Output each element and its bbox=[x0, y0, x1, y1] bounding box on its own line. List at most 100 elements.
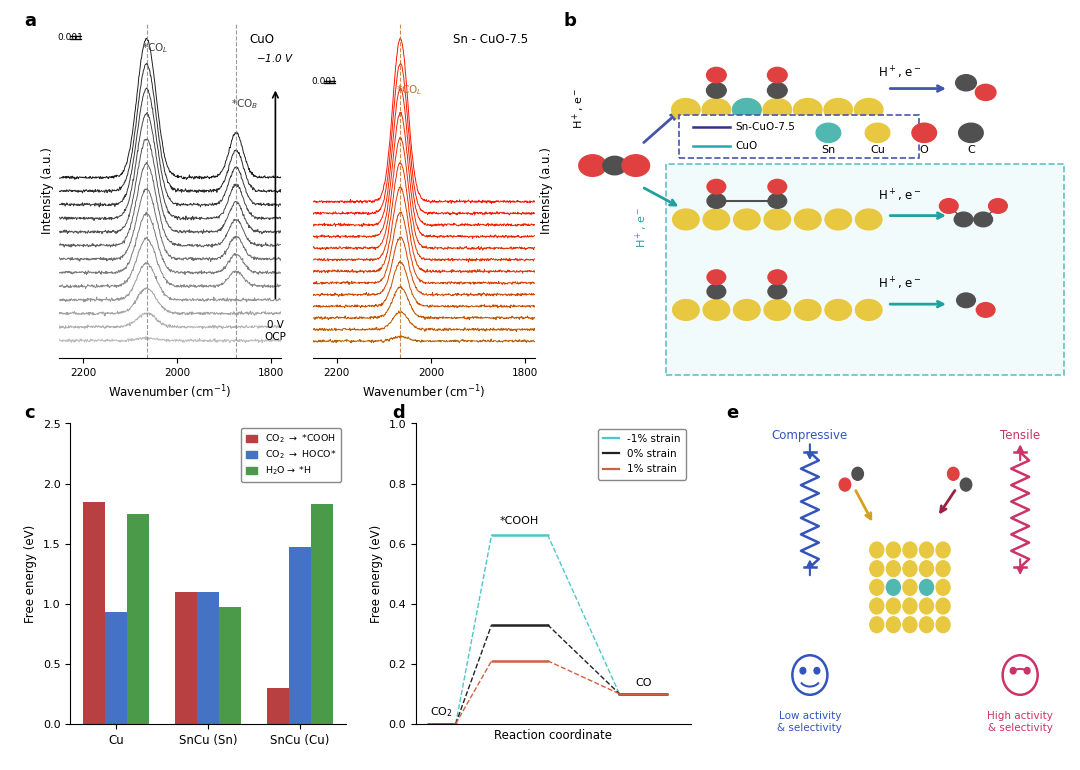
Text: CuO: CuO bbox=[249, 33, 274, 46]
Circle shape bbox=[673, 209, 699, 229]
Y-axis label: Intensity (a.u.): Intensity (a.u.) bbox=[540, 147, 553, 234]
Circle shape bbox=[919, 598, 933, 614]
Circle shape bbox=[603, 156, 626, 175]
Circle shape bbox=[940, 199, 958, 213]
Text: High activity
& selectivity: High activity & selectivity bbox=[987, 711, 1053, 732]
Text: e: e bbox=[726, 404, 738, 422]
Circle shape bbox=[702, 99, 731, 121]
Circle shape bbox=[903, 598, 917, 614]
Circle shape bbox=[869, 617, 883, 633]
Circle shape bbox=[869, 542, 883, 558]
Circle shape bbox=[869, 598, 883, 614]
Y-axis label: Intensity (a.u.): Intensity (a.u.) bbox=[41, 147, 54, 234]
Circle shape bbox=[887, 580, 901, 595]
Bar bbox=[83, 501, 105, 724]
Bar bbox=[267, 688, 289, 724]
Circle shape bbox=[869, 561, 883, 577]
Text: CO: CO bbox=[635, 678, 651, 688]
Text: CuO: CuO bbox=[735, 142, 757, 151]
Circle shape bbox=[975, 84, 996, 101]
Circle shape bbox=[960, 478, 972, 491]
Circle shape bbox=[764, 99, 792, 121]
Circle shape bbox=[768, 68, 787, 83]
Circle shape bbox=[1010, 668, 1016, 674]
Circle shape bbox=[1002, 655, 1038, 695]
Text: d: d bbox=[392, 404, 405, 422]
Text: 0.001: 0.001 bbox=[57, 33, 83, 42]
Circle shape bbox=[955, 212, 973, 226]
Bar bbox=[197, 591, 219, 724]
Text: H$^+$, e$^-$: H$^+$, e$^-$ bbox=[570, 87, 586, 129]
Circle shape bbox=[814, 668, 820, 674]
Text: 0 V
OCP: 0 V OCP bbox=[265, 320, 286, 342]
Circle shape bbox=[703, 209, 730, 229]
Text: Tensile: Tensile bbox=[1000, 429, 1040, 442]
Text: Cu: Cu bbox=[870, 146, 885, 155]
Circle shape bbox=[887, 617, 901, 633]
Circle shape bbox=[903, 617, 917, 633]
Circle shape bbox=[919, 580, 933, 595]
Circle shape bbox=[865, 123, 890, 142]
Text: C: C bbox=[967, 146, 975, 155]
Circle shape bbox=[887, 598, 901, 614]
Y-axis label: Free energy (eV): Free energy (eV) bbox=[369, 524, 382, 623]
Circle shape bbox=[887, 561, 901, 577]
Bar bbox=[175, 591, 197, 724]
Circle shape bbox=[947, 467, 959, 480]
Circle shape bbox=[732, 99, 761, 121]
Circle shape bbox=[825, 300, 851, 320]
Text: 0.001: 0.001 bbox=[311, 77, 337, 86]
Y-axis label: Free energy (eV): Free energy (eV) bbox=[24, 524, 37, 623]
Text: *CO$_L$: *CO$_L$ bbox=[395, 83, 422, 97]
Circle shape bbox=[976, 303, 995, 317]
Text: H$^+$, e$^-$: H$^+$, e$^-$ bbox=[634, 206, 650, 248]
Circle shape bbox=[764, 300, 791, 320]
Circle shape bbox=[988, 199, 1008, 213]
Circle shape bbox=[768, 270, 786, 284]
Circle shape bbox=[957, 293, 975, 307]
X-axis label: Wavenumber (cm$^{-1}$): Wavenumber (cm$^{-1}$) bbox=[108, 383, 232, 401]
Circle shape bbox=[936, 542, 950, 558]
Circle shape bbox=[707, 270, 726, 284]
Text: CO$_2$: CO$_2$ bbox=[430, 705, 454, 719]
Text: *CO$_L$: *CO$_L$ bbox=[141, 41, 168, 55]
Circle shape bbox=[839, 478, 851, 491]
Circle shape bbox=[903, 561, 917, 577]
X-axis label: Reaction coordinate: Reaction coordinate bbox=[495, 729, 612, 742]
Circle shape bbox=[673, 300, 699, 320]
Circle shape bbox=[936, 561, 950, 577]
Text: $-$1.0 V: $-$1.0 V bbox=[256, 52, 295, 64]
Circle shape bbox=[956, 75, 976, 91]
Circle shape bbox=[768, 193, 786, 209]
Circle shape bbox=[959, 123, 983, 142]
Circle shape bbox=[707, 284, 726, 299]
Text: b: b bbox=[564, 12, 577, 29]
Circle shape bbox=[824, 99, 852, 121]
Circle shape bbox=[903, 580, 917, 595]
Circle shape bbox=[794, 99, 822, 121]
Text: *CO$_B$: *CO$_B$ bbox=[231, 97, 258, 111]
Circle shape bbox=[919, 542, 933, 558]
Bar bbox=[289, 547, 311, 724]
Text: Low activity
& selectivity: Low activity & selectivity bbox=[778, 711, 842, 732]
Text: *COOH: *COOH bbox=[500, 516, 539, 526]
Bar bbox=[311, 504, 333, 724]
Circle shape bbox=[852, 467, 863, 480]
Text: Sn: Sn bbox=[821, 146, 836, 155]
Circle shape bbox=[936, 580, 950, 595]
FancyBboxPatch shape bbox=[666, 164, 1064, 376]
Text: Sn - CuO-7.5: Sn - CuO-7.5 bbox=[453, 33, 528, 46]
Bar bbox=[105, 612, 127, 724]
Circle shape bbox=[706, 82, 726, 98]
Circle shape bbox=[887, 542, 901, 558]
Circle shape bbox=[622, 155, 649, 176]
Circle shape bbox=[707, 193, 726, 209]
Circle shape bbox=[795, 300, 821, 320]
Legend: -1% strain, 0% strain, 1% strain: -1% strain, 0% strain, 1% strain bbox=[598, 429, 686, 480]
Circle shape bbox=[768, 82, 787, 98]
Circle shape bbox=[672, 99, 700, 121]
Circle shape bbox=[974, 212, 993, 226]
Circle shape bbox=[1024, 668, 1030, 674]
Circle shape bbox=[869, 580, 883, 595]
Circle shape bbox=[855, 300, 882, 320]
